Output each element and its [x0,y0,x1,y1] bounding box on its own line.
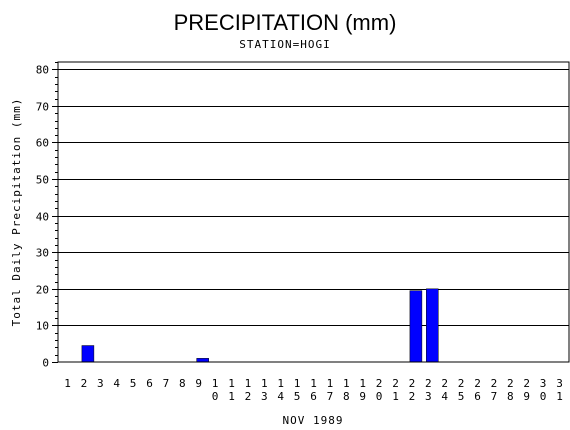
x-axis-label: NOV 1989 [283,414,344,427]
x-axis-ticks: 1 2 3 4 5 6 7 8 9 1 01 11 21 31 41 51 61 71 81 92 02 12 22 32 42… [64,377,563,403]
x-tick-label: 3 [97,377,104,390]
x-tick-label: 8 [179,377,186,390]
x-tick-label: 5 [130,377,137,390]
x-tick-label: 2 [81,377,88,390]
bar-day-23 [426,288,439,363]
chart-title: PRECIPITATION (mm) [174,10,397,35]
y-axis-ticks: 0 10 20 30 40 50 60 70 80 [36,62,58,370]
x-tick-label: 6 [146,377,153,390]
y-axis-label: Total Daily Precipitation (mm) [10,98,23,327]
plot-frame [57,61,570,363]
bar-day-2 [81,345,95,363]
x-tick-label: 9 [195,377,202,390]
y-tick-label: 50 [36,174,49,187]
y-tick-label: 80 [36,64,49,77]
y-tick-label: 60 [36,137,49,150]
gridlines [58,69,569,326]
x-tick-label: 7 [163,377,170,390]
y-tick-label: 40 [36,211,49,224]
chart-subtitle: STATION=HOGI [239,38,330,51]
y-tick-label: 30 [36,247,49,260]
x-tick-label: 1 [64,377,71,390]
y-tick-label: 0 [42,357,49,370]
y-tick-label: 20 [36,284,49,297]
bar-day-22 [409,290,423,363]
bar-day-9 [196,358,209,363]
y-tick-label: 70 [36,101,49,114]
x-tick-label: 4 [113,377,120,390]
y-tick-label: 10 [36,320,49,333]
